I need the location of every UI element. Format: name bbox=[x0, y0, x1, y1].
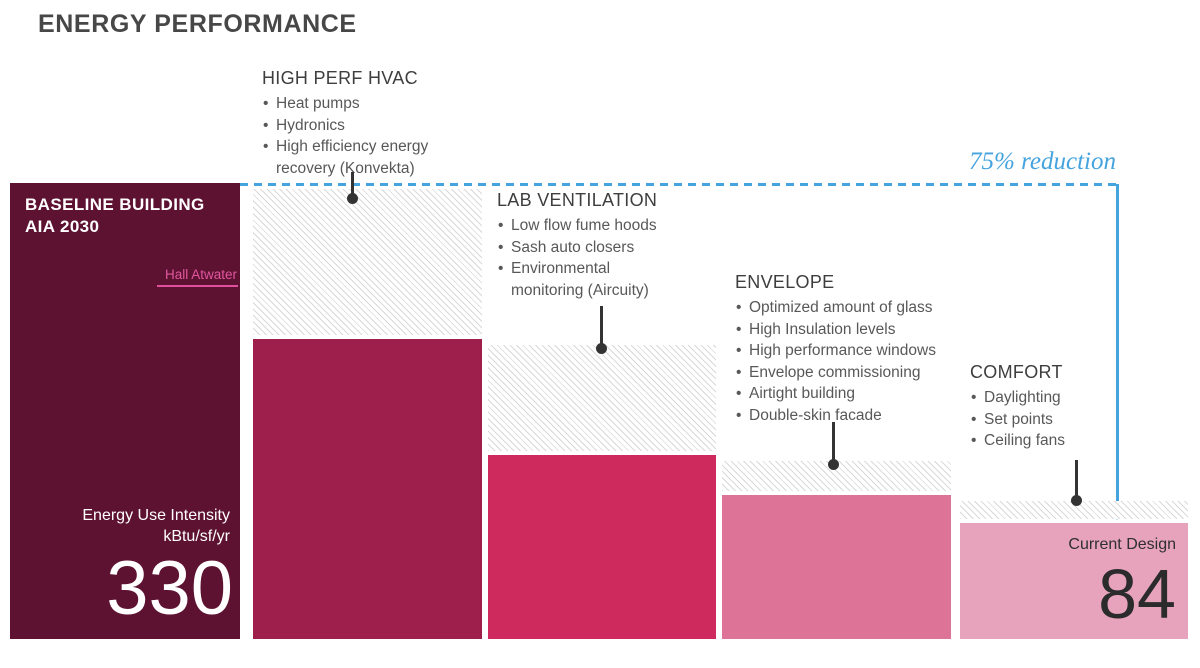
measure-title: COMFORT bbox=[970, 362, 1063, 382]
leader-lab-ventilation bbox=[596, 306, 607, 354]
bullet-item: Daylighting bbox=[970, 387, 1140, 409]
eui-metric-line1: Energy Use Intensity bbox=[82, 507, 230, 524]
bullet-item: Sash auto closers bbox=[497, 237, 679, 259]
bar-lab-ventilation-reduction-hatch bbox=[488, 345, 716, 452]
bar-hvac-reduction-hatch bbox=[253, 189, 482, 336]
bar-lab-ventilation-solid bbox=[488, 455, 716, 639]
leader-line bbox=[351, 172, 354, 199]
bar-comfort-reduction-hatch bbox=[960, 501, 1188, 519]
measure-block-hvac: HIGH PERF HVAC Heat pumps Hydronics High… bbox=[262, 68, 462, 179]
leader-dot-icon bbox=[828, 459, 839, 470]
baseline-title-line1: BASELINE BUILDING bbox=[25, 195, 205, 214]
bar-current-design: Current Design 84 bbox=[960, 0, 1188, 668]
bar-current-design-solid: Current Design 84 bbox=[960, 522, 1188, 639]
leader-line bbox=[1075, 460, 1078, 501]
bullet-item: Airtight building bbox=[735, 383, 970, 405]
eui-metric-label: Energy Use Intensity kBtu/sf/yr bbox=[82, 505, 230, 547]
current-design-label: Current Design bbox=[1068, 535, 1176, 553]
bar-hvac-solid bbox=[253, 339, 482, 639]
measure-title: ENVELOPE bbox=[735, 272, 835, 292]
baseline-title-line2: AIA 2030 bbox=[25, 217, 100, 236]
bullet-item: Optimized amount of glass bbox=[735, 297, 970, 319]
bullet-item: Ceiling fans bbox=[970, 430, 1140, 452]
bullet-item: Envelope commissioning bbox=[735, 362, 970, 384]
bullet-item: High efficiency energy recovery (Konvekt… bbox=[262, 136, 462, 179]
current-design-value: 84 bbox=[1098, 554, 1176, 633]
leader-hvac bbox=[347, 172, 358, 204]
reduction-label: 75% reduction bbox=[969, 148, 1116, 175]
leader-line bbox=[600, 306, 603, 349]
bar-baseline: BASELINE BUILDING AIA 2030 Hall Atwater … bbox=[10, 0, 240, 668]
measure-title: HIGH PERF HVAC bbox=[262, 68, 418, 88]
leader-line bbox=[832, 422, 835, 465]
current-design-content: Current Design 84 bbox=[960, 523, 1188, 629]
bar-baseline-solid: BASELINE BUILDING AIA 2030 Hall Atwater … bbox=[10, 183, 240, 639]
bar-envelope-solid bbox=[722, 495, 951, 639]
baseline-dashed-line bbox=[240, 183, 1116, 186]
eui-metric-line2: kBtu/sf/yr bbox=[163, 528, 230, 545]
arrow-shaft bbox=[1116, 184, 1119, 513]
bullet-item: Set points bbox=[970, 409, 1140, 431]
bullet-item: Hydronics bbox=[262, 115, 462, 137]
measure-block-comfort: COMFORT Daylighting Set points Ceiling f… bbox=[970, 362, 1140, 452]
bullet-item: High performance windows bbox=[735, 340, 970, 362]
bullet-item: Double-skin facade bbox=[735, 405, 970, 427]
leader-dot-icon bbox=[1071, 495, 1082, 506]
baseline-eui-value: 330 bbox=[106, 546, 233, 631]
hall-atwater-link[interactable]: Hall Atwater bbox=[156, 267, 238, 287]
bar-hvac bbox=[253, 0, 482, 668]
bar-lab-ventilation bbox=[488, 0, 716, 668]
bullet-item: Heat pumps bbox=[262, 93, 462, 115]
measure-title: LAB VENTILATION bbox=[497, 190, 658, 210]
page-title: ENERGY PERFORMANCE bbox=[38, 10, 357, 38]
measure-block-lab-ventilation: LAB VENTILATION Low flow fume hoods Sash… bbox=[497, 190, 679, 301]
leader-dot-icon bbox=[596, 343, 607, 354]
leader-dot-icon bbox=[347, 193, 358, 204]
measure-block-envelope: ENVELOPE Optimized amount of glass High … bbox=[735, 272, 970, 426]
leader-envelope bbox=[828, 422, 839, 470]
baseline-title: BASELINE BUILDING AIA 2030 bbox=[25, 194, 205, 238]
bullet-item: Low flow fume hoods bbox=[497, 215, 679, 237]
leader-comfort bbox=[1071, 460, 1082, 506]
bullet-item: Environmental monitoring (Aircuity) bbox=[497, 258, 679, 301]
bullet-item: High Insulation levels bbox=[735, 319, 970, 341]
